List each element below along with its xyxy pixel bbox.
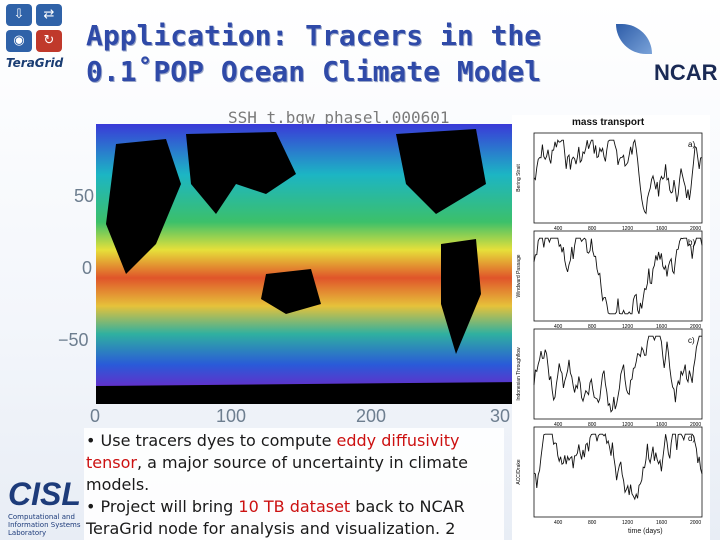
panel-xtick: 1600 <box>656 422 667 428</box>
transport-panel-3: c) Indonesian Throughflow 400 800 1200 1600 20… <box>516 328 703 428</box>
south-america <box>441 239 481 354</box>
panel-xtick: 1200 <box>622 324 633 330</box>
cisl-logo: CISL Computational and Information Syste… <box>8 476 88 537</box>
panel-xtick: 400 <box>554 226 563 232</box>
y-tick-0: 0 <box>82 258 93 278</box>
bullet-backdrop <box>84 428 504 540</box>
transport-panel-4: d) ACC/Drake 400 800 1200 1600 2000 <box>516 426 703 526</box>
panel-xtick: 2000 <box>690 422 701 428</box>
antarctica <box>96 382 516 404</box>
ssh-world-map <box>96 124 516 404</box>
exchange-icon: ⇄ <box>36 4 62 26</box>
cisl-subtitle: Computational and Information Systems La… <box>8 513 81 537</box>
transport-series <box>533 237 703 315</box>
title-line-1: Application: Tracers in the <box>86 19 542 52</box>
panel-xtick: 1600 <box>656 324 667 330</box>
bullet-2-text-end: back to NCAR TeraGrid node for analysis … <box>86 497 465 538</box>
bullet-list: • Use tracers dyes to compute eddy diffu… <box>86 430 516 540</box>
mass-transport-panels: time (days) a) Bering Strait 400 800 1200 160… <box>516 132 703 535</box>
x-tick-300: 30 <box>490 406 511 426</box>
cisl-wordmark: CISL <box>8 476 81 512</box>
panel-ylabel: Bering Strait <box>516 164 522 192</box>
panel-xtick: 2000 <box>690 324 701 330</box>
teragrid-wordmark: TeraGrid <box>6 56 64 70</box>
panel-xtick: 2000 <box>690 226 701 232</box>
x-tick-100: 100 <box>216 406 247 426</box>
bullet-1-text: • Use tracers dyes to compute <box>86 431 337 450</box>
bullet-2-highlight: 10 TB dataset <box>238 497 351 516</box>
mass-transport-figure: mass transport time (days) a) Bering Stra… <box>512 115 710 540</box>
ncar-wordmark: NCAR <box>654 60 718 85</box>
panel-xtick: 400 <box>554 422 563 428</box>
x-tick-0: 0 <box>90 406 101 426</box>
network-icon: ◉ <box>6 30 32 52</box>
panel-xtick: 800 <box>588 226 597 232</box>
slide-title: Application: Tracers in the 0.1˚POP Ocea… <box>86 18 626 90</box>
panel-xtick: 2000 <box>690 520 701 526</box>
panel-xtick: 1200 <box>622 226 633 232</box>
teragrid-logo: ⇩ ⇄ ◉ ↻ TeraGrid <box>6 4 68 70</box>
panel-xtick: 1200 <box>622 422 633 428</box>
bullet-1: • Use tracers dyes to compute eddy diffu… <box>86 430 516 496</box>
panel-xtick: 800 <box>588 520 597 526</box>
panel-tag: d) <box>688 434 695 443</box>
panel-xtick: 400 <box>554 324 563 330</box>
transport-panel-1: a) Bering Strait 400 800 1200 1600 2000 <box>516 132 703 232</box>
transport-xlabel: time (days) <box>628 528 663 535</box>
bullet-1-text-end: , a major source of uncertainty in clima… <box>86 453 468 494</box>
panel-frame <box>533 328 703 420</box>
panel-tag: c) <box>688 336 695 345</box>
panel-xtick: 800 <box>588 324 597 330</box>
transport-series <box>533 138 703 215</box>
ssh-map-label: SSH t.bgw_phasel.000601 <box>228 108 450 127</box>
bullet-1-highlight: eddy diffusivity tensor <box>86 431 460 472</box>
download-icon: ⇩ <box>6 4 32 26</box>
panel-ylabel: ACC/Drake <box>516 459 522 485</box>
panel-ylabel: Windward Passage <box>516 254 522 297</box>
bullet-2: • Project will bring 10 TB dataset back … <box>86 496 516 540</box>
north-america <box>396 129 486 214</box>
panel-frame <box>533 132 703 224</box>
australia <box>261 269 321 314</box>
panel-tag: b) <box>688 238 695 247</box>
asia <box>186 132 296 214</box>
continents <box>96 129 516 404</box>
transport-panel-2: b) Windward Passage 400 800 1200 1600 2000 <box>516 230 703 330</box>
bullet-2-text: • Project will bring <box>86 497 239 516</box>
panel-xtick: 1200 <box>622 520 633 526</box>
mass-transport-title: mass transport <box>572 117 645 128</box>
africa-europe <box>106 139 181 274</box>
ncar-logo: NCAR <box>616 24 718 88</box>
y-tick-neg50: −50 <box>58 330 89 350</box>
panel-ylabel: Indonesian Throughflow <box>516 347 522 401</box>
panel-tag: a) <box>688 140 695 149</box>
transport-series <box>533 433 703 501</box>
transport-series <box>533 335 702 413</box>
y-tick-50: 50 <box>74 186 95 206</box>
refresh-icon: ↻ <box>36 30 62 52</box>
panel-xtick: 800 <box>588 422 597 428</box>
title-line-2: 0.1˚POP Ocean Climate Model <box>86 55 542 88</box>
panel-xtick: 1600 <box>656 226 667 232</box>
ncar-swoosh-icon <box>616 24 652 54</box>
x-tick-200: 200 <box>356 406 387 426</box>
panel-frame <box>533 230 703 322</box>
panel-xtick: 1600 <box>656 520 667 526</box>
panel-xtick: 400 <box>554 520 563 526</box>
page-number: 2 <box>445 519 456 538</box>
